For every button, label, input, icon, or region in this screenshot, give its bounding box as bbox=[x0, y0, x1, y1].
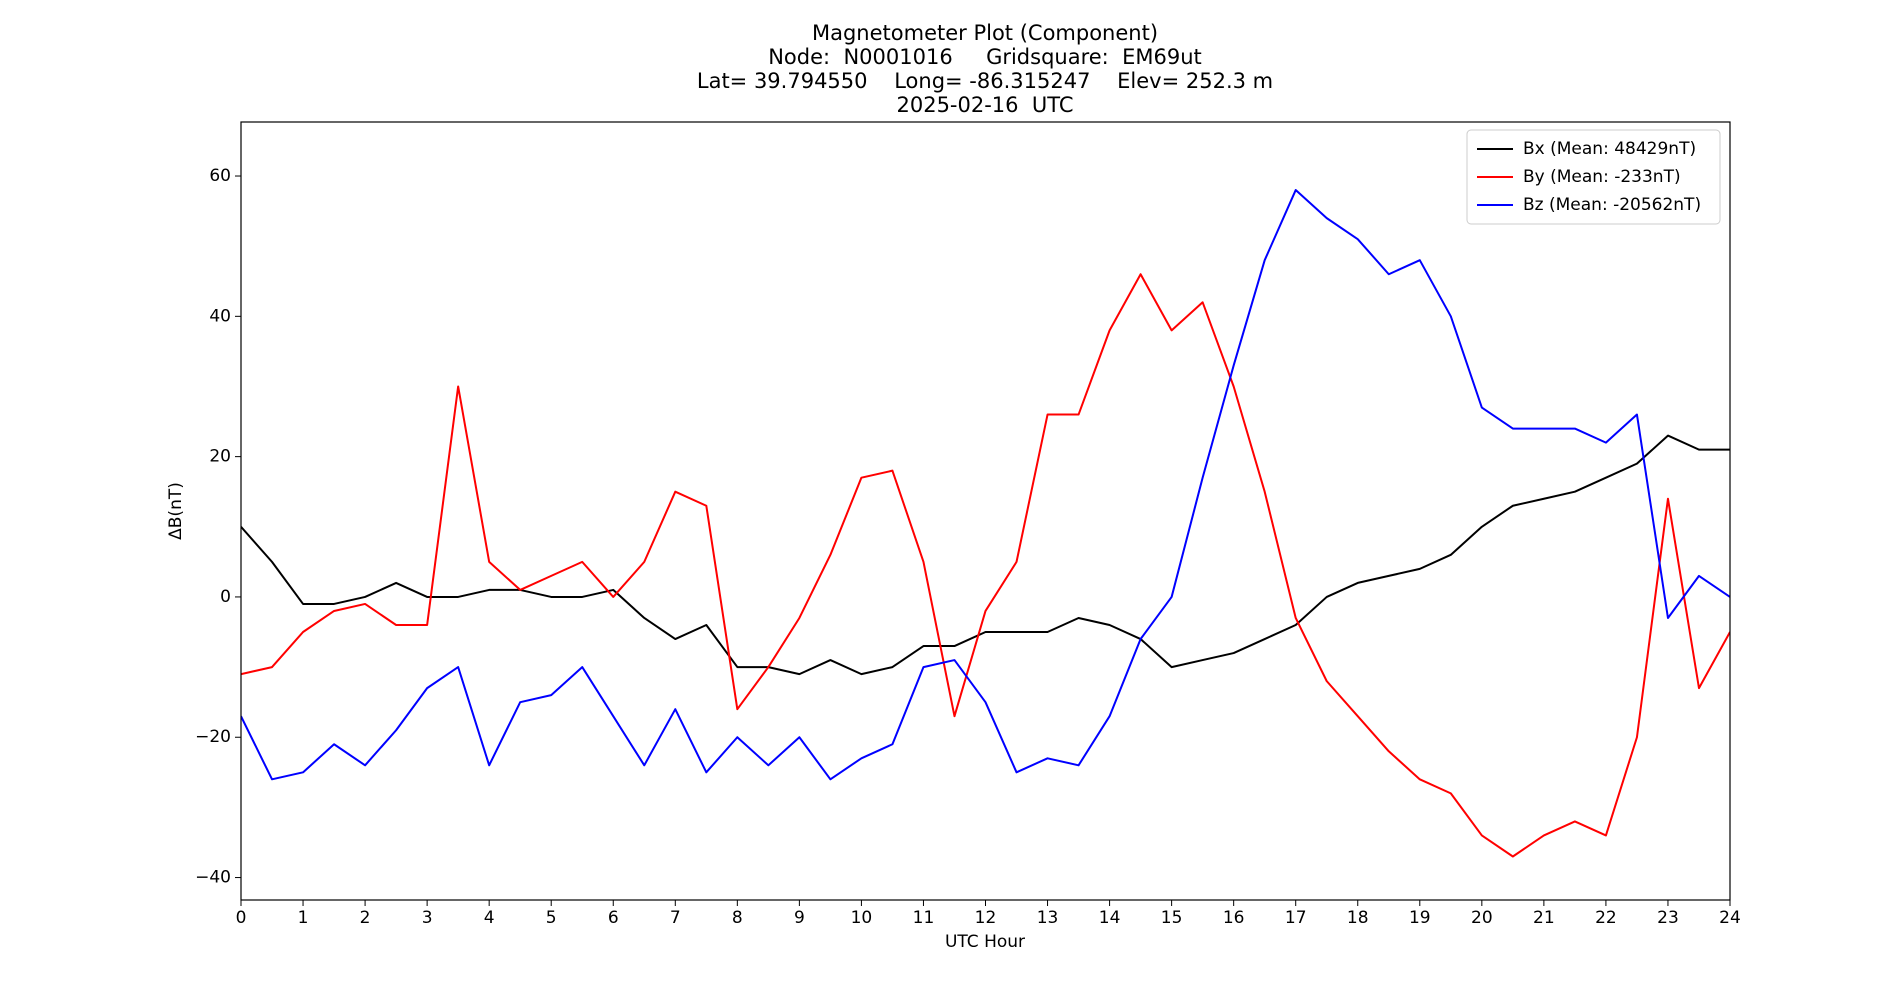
x-tick-label: 1 bbox=[298, 908, 309, 928]
x-tick-label: 15 bbox=[1161, 908, 1183, 928]
x-tick-label: 22 bbox=[1595, 908, 1617, 928]
chart-title: 2025-02-16 UTC bbox=[896, 93, 1073, 117]
y-axis-label: ΔB(nT) bbox=[166, 482, 186, 540]
y-tick-label: −40 bbox=[195, 868, 231, 888]
x-tick-label: 20 bbox=[1471, 908, 1493, 928]
series-line bbox=[241, 434, 1730, 676]
y-tick-label: 40 bbox=[209, 306, 231, 326]
x-tick-label: 2 bbox=[360, 908, 371, 928]
y-tick-label: 60 bbox=[209, 166, 231, 186]
y-tick-label: −20 bbox=[195, 727, 231, 747]
series-line bbox=[241, 189, 1730, 781]
x-tick-label: 11 bbox=[913, 908, 935, 928]
x-tick-label: 4 bbox=[484, 908, 495, 928]
x-tick-label: 19 bbox=[1409, 908, 1431, 928]
y-tick-label: 20 bbox=[209, 447, 231, 467]
x-tick-label: 0 bbox=[236, 908, 247, 928]
x-tick-label: 13 bbox=[1037, 908, 1059, 928]
x-tick-label: 5 bbox=[546, 908, 557, 928]
x-tick-label: 3 bbox=[422, 908, 433, 928]
chart-title: Lat= 39.794550 Long= -86.315247 Elev= 25… bbox=[697, 69, 1273, 93]
legend-label: By (Mean: -233nT) bbox=[1523, 167, 1681, 187]
x-tick-label: 8 bbox=[732, 908, 743, 928]
legend: Bx (Mean: 48429nT) By (Mean: -233nT) Bz (M… bbox=[1466, 129, 1721, 225]
x-tick-label: 14 bbox=[1099, 908, 1121, 928]
x-tick-label: 10 bbox=[851, 908, 873, 928]
x-tick-label: 12 bbox=[975, 908, 997, 928]
y-tick-label: 0 bbox=[220, 587, 231, 607]
legend-label: Bx (Mean: 48429nT) bbox=[1523, 139, 1696, 159]
chart-title: Magnetometer Plot (Component) bbox=[812, 21, 1158, 45]
x-tick-label: 21 bbox=[1533, 908, 1555, 928]
legend-label: Bz (Mean: -20562nT) bbox=[1523, 195, 1701, 215]
x-tick-label: 18 bbox=[1347, 908, 1369, 928]
plot-frame bbox=[240, 121, 1731, 901]
x-tick-label: 7 bbox=[670, 908, 681, 928]
x-tick-label: 9 bbox=[794, 908, 805, 928]
x-tick-label: 23 bbox=[1657, 908, 1679, 928]
x-tick-label: 16 bbox=[1223, 908, 1245, 928]
legend-box bbox=[1466, 129, 1721, 225]
series-line bbox=[241, 273, 1730, 858]
x-tick-label: 24 bbox=[1719, 908, 1741, 928]
x-tick-label: 17 bbox=[1285, 908, 1307, 928]
x-axis-label: UTC Hour bbox=[945, 932, 1025, 952]
chart-title: Node: N0001016 Gridsquare: EM69ut bbox=[768, 45, 1202, 69]
x-tick-label: 6 bbox=[608, 908, 619, 928]
